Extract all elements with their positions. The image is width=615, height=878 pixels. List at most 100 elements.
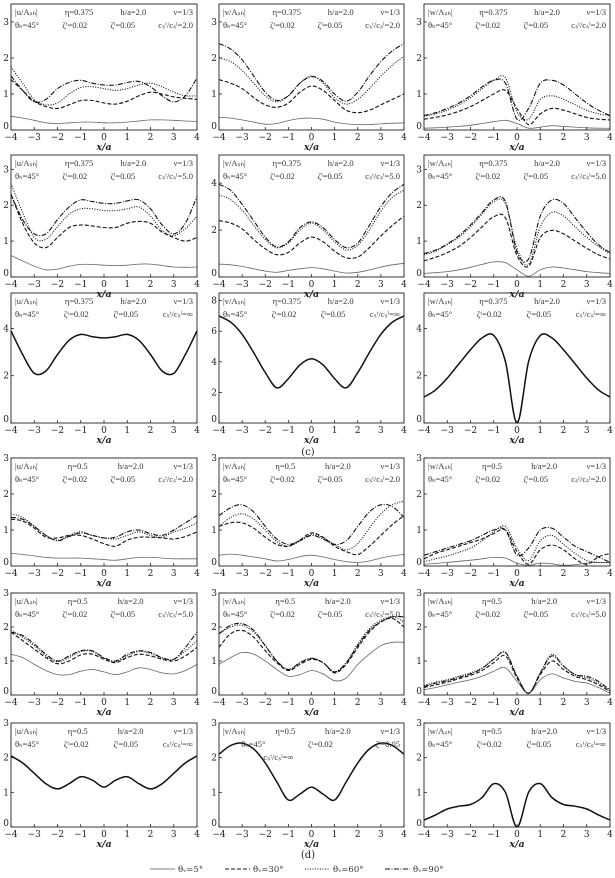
panel-annotation: θₕ=45° xyxy=(223,609,247,619)
panel-annotation: ζᵗ=0.02 xyxy=(62,474,87,484)
panel-3-2: 0 2 4 6 8 −4 −3 −2 −1 0 1 2 3 4 x/a |v/Aₛₕ| η=0.375 h/a=2… xyxy=(211,292,407,446)
x-tick-label: −4 xyxy=(4,569,18,579)
y-tick-label: 0 xyxy=(3,819,9,829)
x-tick-label: −4 xyxy=(212,133,226,143)
y-tick-label: 6 xyxy=(211,327,217,337)
x-tick-label: −1 xyxy=(74,280,87,290)
panel-annotation: η=0.5 xyxy=(482,596,502,606)
series-90deg xyxy=(10,631,198,662)
x-tick-label: −4 xyxy=(417,698,431,708)
panel-annotation: η=0.375 xyxy=(273,158,301,168)
x-tick-label: −4 xyxy=(212,830,226,840)
x-tick-label: −4 xyxy=(4,426,18,436)
panel-annotation: η=0.5 xyxy=(482,461,502,471)
y-tick-label: 2 xyxy=(211,490,217,500)
series-5deg xyxy=(423,261,611,277)
x-tick-label: −1 xyxy=(282,280,295,290)
panel-annotation: ν=1/3 xyxy=(381,296,401,306)
series-90deg xyxy=(423,196,611,263)
panel-annotation: ζᵗ=0.02 xyxy=(477,739,502,749)
panel-annotation: ν=1/3 xyxy=(381,596,401,606)
x-axis-label: x/a xyxy=(95,578,111,589)
panel-annotation: θₕ=45° xyxy=(428,609,452,619)
panel-annotation: θₕ=45° xyxy=(428,309,452,319)
panel-5-1: 0 1 2 3 −4 −3 −2 −1 0 1 2 3 4 x/a |u/Aₛₕ| η=0.5 h/a=2.0 ν… xyxy=(3,589,200,718)
panel-annotation: |w/Aₛₕ| xyxy=(428,158,453,168)
series-all-coincident xyxy=(10,330,198,376)
panel-annotation: ζᵗ=0.02 xyxy=(475,20,500,30)
panel-annotation: ν=1/3 xyxy=(587,7,607,17)
y-tick-label: 3 xyxy=(416,165,422,175)
x-tick-label: −2 xyxy=(51,698,64,708)
x-axis-label: x/a xyxy=(508,435,524,446)
x-tick-label: −1 xyxy=(487,569,500,579)
x-tick-label: −1 xyxy=(74,569,87,579)
x-tick-label: 4 xyxy=(194,698,200,708)
x-tick-label: −2 xyxy=(51,569,64,579)
panel-annotation: |w/Aₛₕ| xyxy=(428,596,453,606)
panel-5-3: 0 1 2 3 −4 −3 −2 −1 0 1 2 3 4 x/a |w/Aₛₕ| η=0.5 h/a=2.0 ν… xyxy=(416,589,613,718)
x-tick-label: −2 xyxy=(464,426,477,436)
x-tick-label: −3 xyxy=(28,280,42,290)
y-tick-label: 4 xyxy=(211,358,217,368)
panel-annotation: ν=1/3 xyxy=(174,726,194,736)
x-tick-label: 4 xyxy=(194,569,200,579)
panel-annotation: η=0.375 xyxy=(65,158,93,168)
panel-annotation: θₕ=45° xyxy=(15,309,39,319)
panel-annotation: cₛᵗ/cₛˡ=∞ xyxy=(370,309,400,319)
x-tick-label: 3 xyxy=(171,426,177,436)
panel-annotation: cₛᵗ/cₛˡ=5.0 xyxy=(571,609,606,619)
y-tick-label: 0 xyxy=(211,819,217,829)
y-tick-label: 0 xyxy=(3,122,9,132)
panel-annotation: η=0.375 xyxy=(479,158,507,168)
x-tick-label: −2 xyxy=(464,830,477,840)
x-tick-label: 4 xyxy=(607,698,613,708)
x-tick-label: −4 xyxy=(4,830,18,840)
x-tick-label: 1 xyxy=(332,830,338,840)
x-tick-label: −4 xyxy=(4,280,18,290)
y-tick-label: 1 xyxy=(3,237,9,247)
panel-annotation: ν=1/3 xyxy=(381,726,401,736)
y-tick-label: 0 xyxy=(416,415,422,425)
panel-6-1: 0 1 2 3 −4 −3 −2 −1 0 1 2 3 4 x/a |u/Aₛₕ| η=0.5 h/a=2.0 ν… xyxy=(3,719,200,850)
panel-annotation: θₕ=45° xyxy=(241,739,265,749)
panel-annotation: |w/Aₛₕ| xyxy=(428,461,453,471)
panel-3-3: 0 2 4 −4 −3 −2 −1 0 1 2 3 4 x/a |w/Aₛₕ| η=0.375 h/a=2.0… xyxy=(416,292,613,446)
panel-annotation: ζᵗ=0.02 xyxy=(62,20,87,30)
panel-annotation: ζˡ=0.05 xyxy=(114,739,139,749)
panel-annotation: ζᵗ=0.02 xyxy=(475,609,500,619)
y-tick-label: 2 xyxy=(416,201,422,211)
panel-annotation: cₛᵗ/cₛˡ=5.0 xyxy=(158,171,193,181)
x-tick-label: −4 xyxy=(417,280,431,290)
panel-annotation: h/a=2.0 xyxy=(328,158,354,168)
panel-6-3: 0 1 2 3 −4 −3 −2 −1 0 1 2 3 4 x/a |w/Aₛₕ| η=0.5 h/a=2.0 ν… xyxy=(416,719,613,850)
y-tick-label: 3 xyxy=(3,454,9,464)
panel-annotation: η=0.375 xyxy=(273,296,301,306)
x-tick-label: −2 xyxy=(51,133,64,143)
panel-annotation: ζˡ=0.05 xyxy=(375,739,400,749)
x-tick-label: −3 xyxy=(235,569,249,579)
x-tick-label: −3 xyxy=(441,426,455,436)
x-axis-label: x/a xyxy=(508,839,524,850)
y-tick-label: 1 xyxy=(3,90,9,100)
y-tick-label: 0 xyxy=(211,122,217,132)
x-tick-label: 0 xyxy=(309,426,315,436)
y-tick-label: 8 xyxy=(211,297,217,307)
series-30deg xyxy=(10,79,198,110)
panel-annotation: h/a=2.0 xyxy=(531,596,557,606)
panel-annotation: cₛᵗ/cₛˡ=2.0 xyxy=(158,20,193,30)
x-tick-label: −2 xyxy=(259,426,272,436)
x-axis-label: x/a xyxy=(95,289,111,300)
x-tick-label: −4 xyxy=(4,133,18,143)
panel-3-1: 0 2 4 −4 −3 −2 −1 0 1 2 3 4 x/a |u/Aₛₕ| η=0.375 h/a=2.0… xyxy=(3,292,200,446)
panel-annotation: |u/Aₛₕ| xyxy=(15,296,38,306)
panel-annotation: ζˡ=0.05 xyxy=(111,20,136,30)
panel-annotation: ζᵗ=0.02 xyxy=(270,20,295,30)
x-tick-label: −1 xyxy=(74,698,87,708)
x-tick-label: 3 xyxy=(584,280,590,290)
panel-annotation: cₛᵗ/cₛˡ=5.0 xyxy=(571,171,606,181)
series-30deg xyxy=(218,79,405,114)
panel-annotation: h/a=2.0 xyxy=(328,7,354,17)
panel-annotation: θₕ=45° xyxy=(15,739,39,749)
series-all-coincident xyxy=(423,782,611,828)
